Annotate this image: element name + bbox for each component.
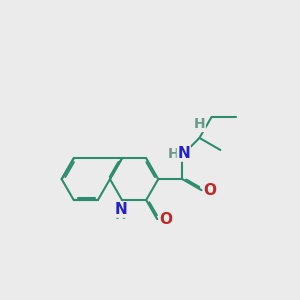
- Text: H: H: [194, 118, 205, 131]
- Text: H: H: [168, 146, 179, 161]
- Text: N: N: [114, 202, 127, 217]
- Text: O: O: [204, 183, 217, 198]
- Text: O: O: [159, 212, 172, 227]
- Text: N: N: [178, 146, 190, 161]
- Text: H: H: [115, 208, 126, 222]
